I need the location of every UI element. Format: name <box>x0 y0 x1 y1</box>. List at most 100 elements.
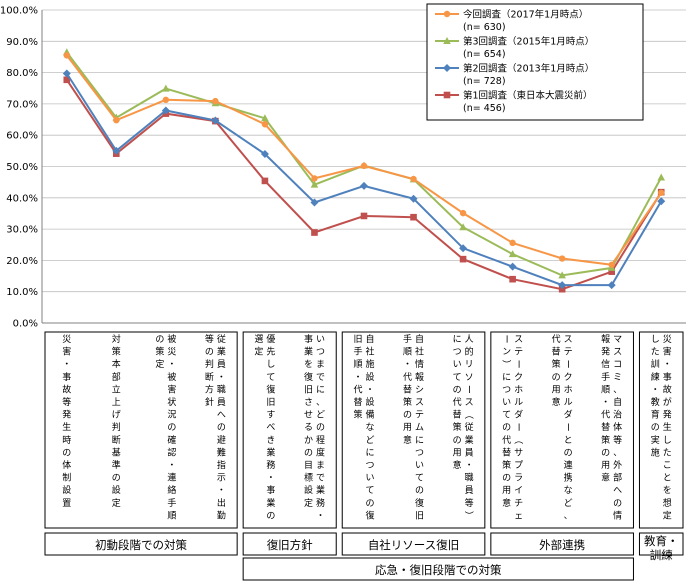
category-group-box <box>242 331 337 529</box>
data-point <box>360 181 368 190</box>
category-label-char: 替 <box>453 409 462 421</box>
category-label-char: す <box>266 410 275 421</box>
category-label-char: の <box>403 411 412 421</box>
category-label-char: 順 <box>167 510 176 521</box>
category-label-char: 対 <box>112 333 121 345</box>
category-label-char: 社 <box>365 346 374 358</box>
group-label: 初動段階での対策 <box>95 538 187 552</box>
category-label-char: プ <box>514 460 523 471</box>
category-label-char: ど <box>564 498 573 509</box>
category-label-char: で <box>316 373 325 383</box>
category-label-char: 置 <box>62 498 71 509</box>
category-label-char: つ <box>316 348 325 358</box>
category-group-box <box>341 331 486 529</box>
category-label-char: て <box>266 373 275 383</box>
category-label-char: 事 <box>266 484 275 496</box>
category-label-char: ソ <box>465 373 474 383</box>
legend-marker <box>443 91 451 99</box>
category-label-char: 判 <box>112 421 121 433</box>
category-label-char: 定 <box>663 509 672 521</box>
category-label-char: 策 <box>403 396 412 408</box>
category-label-char: 優 <box>266 333 275 345</box>
category-label-char: の <box>266 511 275 521</box>
category-label-char: 害 <box>62 346 71 358</box>
category-label-char: 務 <box>316 497 325 509</box>
category-label-char: 設 <box>365 371 374 383</box>
category-label-char: 度 <box>316 446 325 458</box>
category-label-char: に <box>502 372 511 383</box>
category-label-char: 事 <box>663 371 672 383</box>
legend: 今回調査（2017年1月時点）(n= 630)第3回調査（2015年1月時点）(… <box>426 3 644 121</box>
category-label-char: て <box>453 373 462 383</box>
category-label-char: こ <box>663 461 672 471</box>
category-label-char: 職 <box>465 473 474 484</box>
data-point <box>260 149 269 158</box>
category-label-char: 策 <box>502 459 511 471</box>
group-label: 外部連携 <box>539 538 585 552</box>
category-label-char: ス <box>613 348 622 358</box>
legend-marker <box>443 10 451 18</box>
category-label-char: ・ <box>167 461 176 471</box>
category-label-char: ・ <box>465 461 474 471</box>
data-point <box>658 189 665 196</box>
category-label-char: て <box>365 486 374 496</box>
category-label-char: げ <box>112 410 121 421</box>
category-label-char: 旧 <box>353 334 362 345</box>
category-label-char: 勤 <box>217 509 226 521</box>
category-label-char: 体 <box>62 459 71 471</box>
category-label-char: の <box>502 423 511 433</box>
category-label-char: ・ <box>403 360 412 370</box>
category-label-char: ・ <box>217 486 226 496</box>
category-label-char: 、 <box>564 511 573 521</box>
category-label-char: 業 <box>266 446 275 458</box>
category-label-char: つ <box>453 348 462 358</box>
category-label-char: 業 <box>316 484 325 496</box>
category-label-char: 旧 <box>415 510 424 521</box>
category-label-char: 策 <box>155 346 164 358</box>
category-label-char: の <box>62 448 71 458</box>
category-label-char: 自 <box>613 396 622 408</box>
category-label-char: い <box>365 474 374 484</box>
category-label-char: ど <box>316 410 325 421</box>
category-label-char: 情 <box>613 509 622 521</box>
category-label-char: 制 <box>62 472 71 484</box>
category-label-char: の <box>453 385 462 395</box>
category-label-char: に <box>453 334 462 345</box>
axes <box>41 10 686 324</box>
category-label-char: 等 <box>465 497 474 509</box>
category-label-char: ス <box>415 398 424 408</box>
category-label-char: の <box>552 373 561 383</box>
data-point <box>508 250 517 258</box>
category-label-char: ン <box>502 348 511 358</box>
category-label-char: 順 <box>353 359 362 370</box>
category-label-char: 代 <box>502 435 511 446</box>
category-label-char: 教 <box>651 396 660 408</box>
category-label-char: ク <box>514 372 523 383</box>
category-label-char: 自 <box>415 333 424 345</box>
category-label-char: か <box>304 435 313 446</box>
data-point <box>311 175 318 182</box>
group-label-box <box>341 532 486 556</box>
legend-sample-size: (n= 456) <box>463 103 506 114</box>
category-label-char: 被 <box>167 371 176 383</box>
category-label-char: 員 <box>217 397 226 408</box>
data-point <box>558 271 566 279</box>
category-label-char: た <box>663 447 672 458</box>
category-label-char: 発 <box>62 409 71 421</box>
category-label-char: ・ <box>663 360 672 370</box>
data-point <box>63 52 70 59</box>
category-label-char: 害 <box>167 383 176 395</box>
category-label-char: シ <box>415 385 424 395</box>
category-label-char: 順 <box>601 384 610 395</box>
category-label-char: 確 <box>167 434 176 446</box>
category-label-char: と <box>564 435 573 446</box>
category-label-char: 選 <box>254 334 263 345</box>
category-label-char: ス <box>514 335 523 345</box>
category-label-char: 生 <box>663 421 672 433</box>
data-point <box>657 173 666 181</box>
category-label-char: 用 <box>403 422 412 433</box>
category-label-char: い <box>502 398 511 408</box>
category-label-char: 方 <box>205 383 214 395</box>
category-label-char: 、 <box>316 398 325 408</box>
category-label-char: 指 <box>217 459 226 471</box>
